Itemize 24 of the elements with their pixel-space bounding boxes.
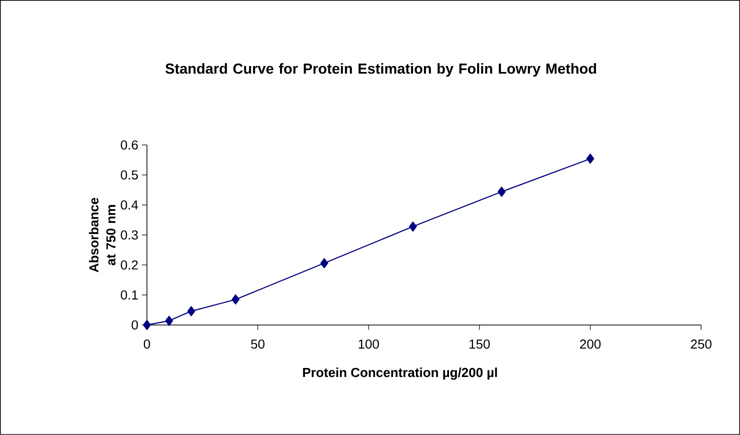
- point: [498, 186, 506, 197]
- x-tick-label: 250: [690, 340, 712, 349]
- chart-title: Standard Curve for Protein Estimation by Folin Lowry Method: [165, 63, 596, 77]
- y-tick-label: 0.4: [120, 200, 138, 210]
- y-tick-label: 0.6: [120, 140, 138, 150]
- y-axis-title: Absorbance at 750 nm: [88, 198, 116, 272]
- y-tick-label: 0.1: [120, 290, 138, 300]
- x-tick-label: 0: [144, 340, 150, 349]
- y-tick-label: 0: [132, 320, 138, 330]
- y-tick-label: 0.2: [120, 260, 138, 270]
- point: [143, 320, 151, 330]
- x-tick-label: 200: [580, 340, 601, 349]
- y-tick-label: 0.3: [120, 230, 138, 240]
- y-tick-label: 0.5: [120, 170, 138, 180]
- x-tick-label: 150: [470, 340, 490, 349]
- point: [232, 294, 240, 305]
- point: [586, 154, 594, 164]
- point: [409, 222, 417, 232]
- point: [165, 316, 174, 326]
- point: [320, 258, 328, 268]
- point: [187, 306, 196, 316]
- x-axis-title: Protein Concentration µg/200 µl: [303, 368, 497, 380]
- x-tick-label: 50: [251, 340, 264, 349]
- x-tick-label: 100: [358, 340, 379, 349]
